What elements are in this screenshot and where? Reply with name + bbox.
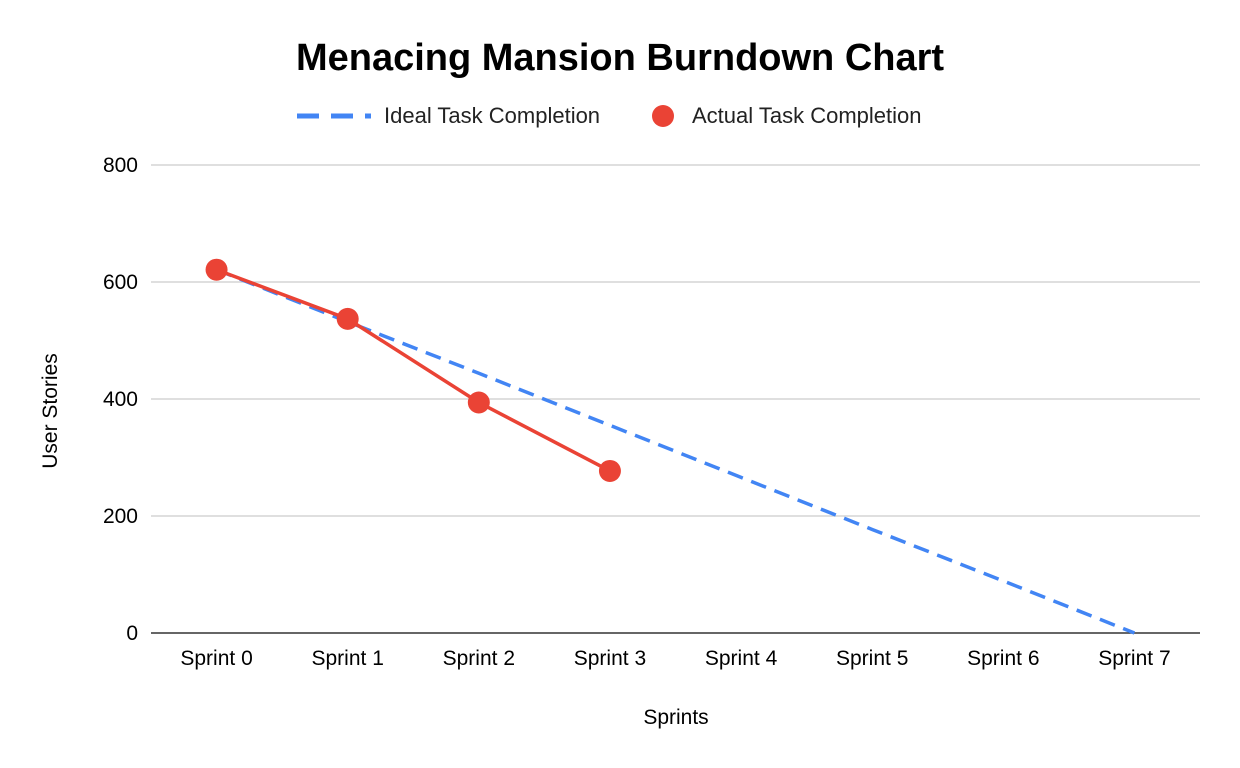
x-axis-ticks: Sprint 0 Sprint 1 Sprint 2 Sprint 3 Sprint 4… xyxy=(180,647,1170,670)
series xyxy=(205,258,1136,635)
y-tick-label: 400 xyxy=(103,388,138,411)
series-line-actual xyxy=(215,268,611,473)
x-tick-label: Sprint 6 xyxy=(967,647,1039,670)
data-point-actual xyxy=(598,459,621,482)
x-axis-title: Sprints xyxy=(643,706,708,729)
y-tick-label: 0 xyxy=(126,622,138,645)
legend-swatch-actual xyxy=(652,105,674,127)
chart-title: Menacing Mansion Burndown Chart xyxy=(296,37,944,79)
legend-label-actual: Actual Task Completion xyxy=(692,103,922,128)
x-tick-label: Sprint 3 xyxy=(574,647,646,670)
legend-label-ideal: Ideal Task Completion xyxy=(384,103,600,128)
gridlines xyxy=(151,164,1200,634)
data-point-actual xyxy=(205,258,228,281)
data-point-actual xyxy=(467,391,490,414)
y-tick-label: 200 xyxy=(103,505,138,528)
legend-item-ideal: Ideal Task Completion xyxy=(297,103,600,128)
legend: Ideal Task Completion Actual Task Comple… xyxy=(297,103,922,128)
x-tick-label: Sprint 7 xyxy=(1098,647,1170,670)
x-tick-label: Sprint 2 xyxy=(443,647,515,670)
legend-item-actual: Actual Task Completion xyxy=(652,103,922,128)
data-point-actual xyxy=(336,307,359,330)
x-tick-label: Sprint 4 xyxy=(705,647,778,670)
x-tick-label: Sprint 1 xyxy=(312,647,384,670)
x-tick-label: Sprint 5 xyxy=(836,647,908,670)
y-axis-title: User Stories xyxy=(39,353,62,469)
y-axis-ticks: 0 200 400 600 800 xyxy=(103,154,138,645)
y-tick-label: 600 xyxy=(103,271,138,294)
series-line-ideal xyxy=(215,268,1136,635)
y-tick-label: 800 xyxy=(103,154,138,177)
x-tick-label: Sprint 0 xyxy=(180,647,252,670)
